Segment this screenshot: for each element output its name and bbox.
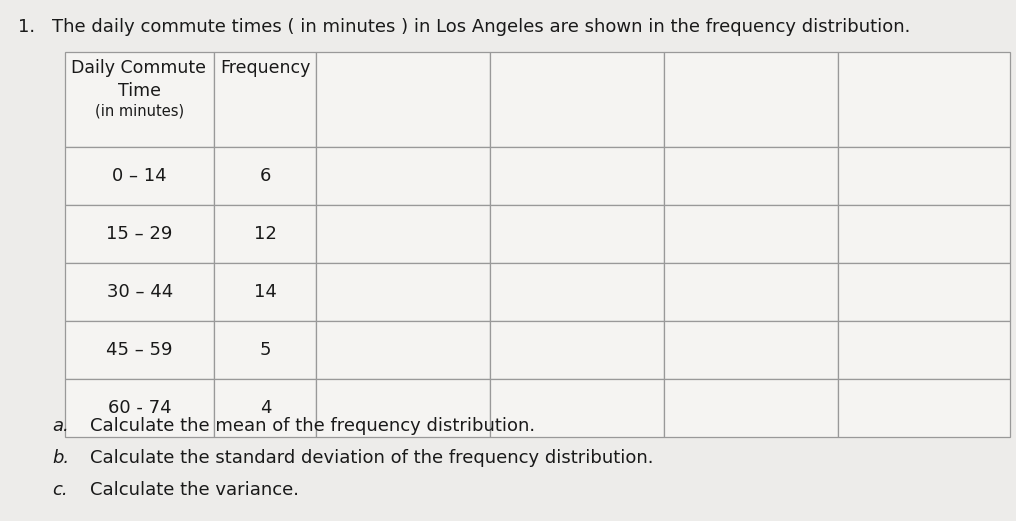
Bar bbox=[838, 147, 1010, 205]
Bar bbox=[491, 379, 664, 437]
Bar bbox=[65, 263, 214, 321]
Bar bbox=[214, 379, 316, 437]
Bar bbox=[838, 205, 1010, 263]
Text: 5: 5 bbox=[260, 341, 271, 359]
Bar bbox=[316, 321, 491, 379]
Bar bbox=[65, 321, 214, 379]
Bar bbox=[664, 147, 838, 205]
Text: 6: 6 bbox=[260, 167, 271, 185]
Bar bbox=[65, 147, 214, 205]
Bar bbox=[664, 52, 838, 147]
Text: 0 – 14: 0 – 14 bbox=[113, 167, 167, 185]
Bar bbox=[664, 263, 838, 321]
Bar bbox=[316, 147, 491, 205]
Text: 30 – 44: 30 – 44 bbox=[107, 283, 173, 301]
Bar bbox=[214, 263, 316, 321]
Bar bbox=[838, 52, 1010, 147]
Bar bbox=[65, 379, 214, 437]
Bar bbox=[316, 52, 491, 147]
Text: (in minutes): (in minutes) bbox=[96, 104, 184, 119]
Bar bbox=[838, 321, 1010, 379]
Text: Calculate the standard deviation of the frequency distribution.: Calculate the standard deviation of the … bbox=[90, 449, 653, 467]
Bar bbox=[491, 52, 664, 147]
Bar bbox=[664, 205, 838, 263]
Bar bbox=[214, 52, 316, 147]
Text: 1.: 1. bbox=[18, 18, 36, 36]
Bar bbox=[491, 263, 664, 321]
Bar bbox=[214, 205, 316, 263]
Text: 15 – 29: 15 – 29 bbox=[107, 225, 173, 243]
Text: Calculate the variance.: Calculate the variance. bbox=[90, 481, 299, 499]
Bar bbox=[664, 379, 838, 437]
Text: 14: 14 bbox=[254, 283, 276, 301]
Text: a.: a. bbox=[52, 417, 69, 435]
Text: 60 - 74: 60 - 74 bbox=[108, 399, 172, 417]
Bar bbox=[316, 263, 491, 321]
Bar bbox=[491, 205, 664, 263]
Text: c.: c. bbox=[52, 481, 68, 499]
Text: 45 – 59: 45 – 59 bbox=[107, 341, 173, 359]
Bar bbox=[214, 321, 316, 379]
Bar bbox=[65, 205, 214, 263]
Bar bbox=[316, 379, 491, 437]
Bar bbox=[214, 147, 316, 205]
Bar bbox=[838, 263, 1010, 321]
Text: Calculate the mean of the frequency distribution.: Calculate the mean of the frequency dist… bbox=[90, 417, 535, 435]
Text: Time: Time bbox=[118, 82, 162, 100]
Bar bbox=[316, 205, 491, 263]
Text: b.: b. bbox=[52, 449, 69, 467]
Text: Frequency: Frequency bbox=[220, 59, 311, 77]
Bar bbox=[838, 379, 1010, 437]
Bar bbox=[491, 321, 664, 379]
Bar bbox=[491, 147, 664, 205]
Bar bbox=[65, 52, 214, 147]
Text: Daily Commute: Daily Commute bbox=[71, 59, 206, 77]
Text: 4: 4 bbox=[260, 399, 271, 417]
Text: The daily commute times ( in minutes ) in Los Angeles are shown in the frequency: The daily commute times ( in minutes ) i… bbox=[52, 18, 910, 36]
Text: 12: 12 bbox=[254, 225, 276, 243]
Bar bbox=[664, 321, 838, 379]
